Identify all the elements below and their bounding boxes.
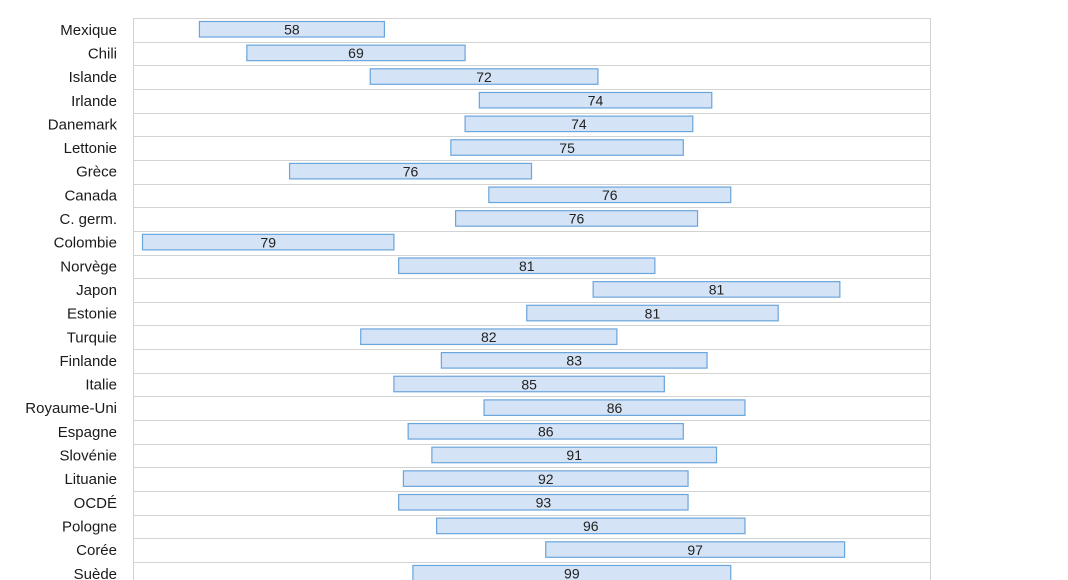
data-label: 58	[284, 22, 300, 38]
category-label: Danemark	[48, 116, 118, 133]
data-label: 96	[583, 518, 599, 534]
label-layer: Mexique 58 Chili 69 Islande 72 Irlande 74 Danema…	[25, 22, 724, 580]
data-label: 74	[588, 92, 604, 108]
category-label: Norvège	[60, 258, 117, 275]
bar	[450, 139, 684, 156]
data-label: 93	[536, 495, 552, 511]
category-label: Islande	[69, 69, 117, 86]
bar	[398, 257, 656, 275]
data-label: 74	[571, 116, 587, 132]
bar	[198, 20, 386, 38]
data-label: 76	[602, 187, 618, 203]
category-label: Grèce	[76, 164, 117, 181]
bar	[545, 541, 846, 558]
category-label: Corée	[76, 542, 117, 559]
bar	[402, 470, 689, 487]
data-label: 72	[476, 69, 492, 85]
bar	[369, 68, 599, 85]
bar	[464, 115, 694, 133]
data-label: 91	[566, 447, 582, 463]
category-label: Italie	[85, 377, 117, 394]
data-label: 81	[709, 282, 725, 298]
data-label: 83	[566, 353, 582, 369]
bar	[412, 564, 732, 580]
data-label: 76	[403, 163, 419, 179]
data-label: 69	[348, 45, 364, 61]
category-label: Finlande	[59, 353, 117, 370]
bar	[141, 233, 395, 251]
bar	[288, 162, 533, 180]
bar	[526, 304, 779, 322]
data-label: 86	[607, 400, 623, 416]
bar	[592, 281, 841, 298]
bar	[246, 44, 466, 62]
bar	[488, 186, 732, 204]
data-label: 82	[481, 329, 497, 345]
category-label: Lituanie	[64, 471, 117, 488]
bar	[398, 493, 689, 511]
bar	[483, 399, 746, 416]
data-label: 85	[521, 376, 537, 392]
category-label: Lettonie	[64, 140, 117, 157]
category-label: Slovénie	[59, 448, 117, 465]
bar	[478, 91, 713, 109]
category-label: Chili	[88, 45, 117, 62]
data-label: 97	[687, 542, 703, 558]
bar	[407, 422, 684, 440]
bar-layer	[141, 20, 846, 580]
data-label: 79	[260, 234, 276, 250]
bar	[393, 375, 665, 393]
data-label: 76	[569, 211, 585, 227]
category-label: Suède	[74, 566, 117, 580]
category-label: Royaume-Uni	[25, 400, 117, 417]
category-label: Espagne	[58, 424, 117, 441]
category-label: Colombie	[54, 235, 117, 252]
data-label: 86	[538, 424, 554, 440]
category-label: OCDÉ	[74, 495, 117, 512]
category-label: C. germ.	[59, 211, 117, 228]
bar	[436, 517, 746, 535]
bar	[431, 446, 718, 464]
category-label: Canada	[64, 187, 117, 204]
data-label: 92	[538, 471, 554, 487]
data-label: 81	[645, 305, 661, 321]
data-label: 75	[559, 140, 575, 156]
bar	[440, 352, 708, 369]
data-label: 99	[564, 565, 580, 580]
category-label: Estonie	[67, 306, 117, 323]
bar	[360, 328, 618, 346]
category-label: Irlande	[71, 93, 117, 110]
category-label: Turquie	[67, 329, 117, 346]
category-label: Japon	[76, 282, 117, 299]
category-label: Mexique	[60, 22, 117, 39]
category-label: Pologne	[62, 518, 117, 535]
bar	[454, 210, 699, 227]
grid-layer	[133, 18, 931, 580]
data-label: 81	[519, 258, 535, 274]
